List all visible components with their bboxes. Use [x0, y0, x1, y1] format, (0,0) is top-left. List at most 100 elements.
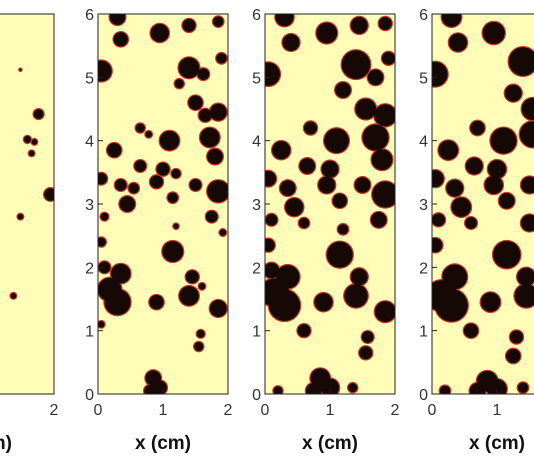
drop — [432, 61, 448, 87]
drop — [374, 301, 395, 323]
drop — [362, 124, 389, 151]
drop — [98, 172, 108, 185]
drop — [304, 121, 317, 135]
y-tick-label: 0 — [419, 387, 428, 404]
drop — [335, 82, 351, 98]
drop — [298, 217, 310, 229]
drop — [324, 128, 349, 154]
drop — [98, 60, 112, 82]
y-tick-label: 5 — [419, 70, 428, 87]
drop — [382, 51, 395, 65]
drop — [265, 213, 278, 226]
drop — [519, 121, 534, 148]
drop — [521, 97, 534, 121]
drop — [521, 176, 534, 194]
drop — [521, 214, 534, 232]
drop — [514, 284, 534, 308]
drop — [265, 62, 280, 86]
drop — [378, 17, 392, 30]
drop — [209, 103, 227, 121]
drop — [265, 170, 277, 187]
drop — [438, 140, 458, 160]
drops-layer — [265, 14, 395, 394]
drop — [350, 16, 368, 34]
y-tick-label: 3 — [252, 197, 261, 214]
drop — [173, 223, 179, 229]
plot-frame — [0, 13, 55, 395]
drop — [441, 14, 462, 27]
drop — [480, 292, 501, 312]
drop — [156, 162, 170, 176]
drop — [104, 289, 131, 316]
drop — [439, 385, 451, 394]
y-tick-label: 0 — [85, 387, 94, 404]
drop — [316, 22, 338, 44]
drop — [279, 180, 296, 196]
drop — [111, 263, 131, 284]
drop — [374, 104, 395, 127]
drop — [109, 14, 126, 25]
drop — [448, 33, 468, 52]
x-tick-label: 0 — [94, 402, 103, 419]
drop — [487, 160, 507, 179]
drop — [198, 283, 206, 290]
drop — [344, 284, 368, 308]
drop — [463, 323, 479, 338]
drop — [517, 382, 529, 393]
drop — [144, 384, 156, 394]
drop — [326, 241, 353, 268]
x-tick-label: 0 — [261, 402, 270, 419]
drop — [28, 150, 35, 157]
drop — [465, 157, 483, 175]
drop — [370, 212, 387, 228]
y-tick-label: 2 — [85, 260, 94, 277]
drop — [361, 331, 374, 343]
drop — [510, 330, 523, 344]
y-tick-label: 3 — [85, 197, 94, 214]
drop — [19, 68, 22, 71]
drop — [31, 139, 38, 145]
drop — [506, 348, 521, 364]
drop — [482, 21, 505, 45]
y-tick-label: 1 — [85, 324, 94, 341]
drop — [114, 179, 127, 191]
drop — [465, 217, 477, 229]
drop — [216, 53, 227, 64]
drop — [182, 18, 196, 32]
drop — [355, 98, 377, 120]
drop — [33, 109, 44, 119]
drop — [107, 143, 122, 158]
drop — [268, 289, 301, 321]
drop — [265, 238, 275, 252]
drop — [348, 383, 358, 393]
y-tick-label: 2 — [419, 260, 428, 277]
drop — [451, 197, 471, 217]
drop — [197, 68, 210, 81]
y-tick-label: 4 — [419, 134, 428, 151]
drop — [196, 329, 205, 338]
x-tick-label: 2 — [391, 402, 400, 419]
drop — [432, 238, 443, 253]
drop — [367, 69, 384, 86]
y-tick-label: 2 — [252, 260, 261, 277]
drop — [207, 148, 223, 165]
drop — [321, 160, 339, 178]
drop — [162, 241, 184, 262]
drop — [17, 213, 24, 220]
drop — [10, 293, 17, 299]
drop — [207, 180, 228, 203]
drop — [498, 193, 515, 209]
drops-layer — [98, 14, 228, 394]
drops-layer — [432, 14, 534, 394]
drop — [432, 170, 444, 188]
drop — [517, 267, 534, 286]
drop — [265, 262, 280, 279]
drop — [178, 57, 200, 79]
drop — [135, 123, 145, 133]
y-tick-label: 6 — [85, 7, 94, 24]
y-tick-label: 5 — [85, 70, 94, 87]
drop — [159, 130, 180, 151]
drop — [493, 241, 521, 269]
plot-background — [0, 14, 54, 394]
